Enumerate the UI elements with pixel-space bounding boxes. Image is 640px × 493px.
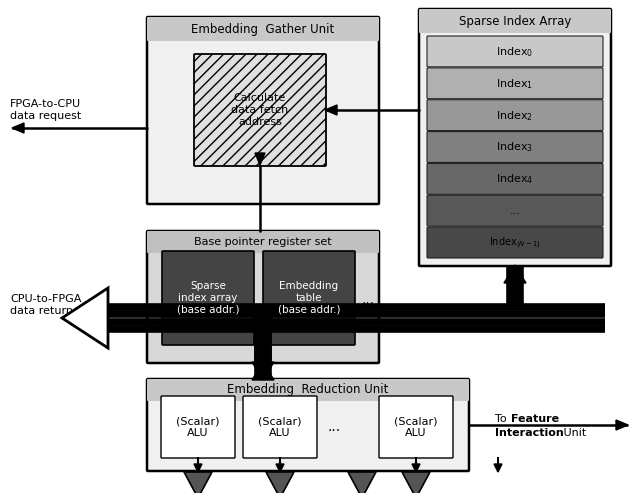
Text: Index$_4$: Index$_4$ [496, 173, 534, 186]
FancyBboxPatch shape [427, 36, 603, 67]
FancyArrow shape [252, 362, 274, 380]
FancyBboxPatch shape [427, 227, 603, 258]
FancyBboxPatch shape [162, 251, 254, 345]
Text: Embedding
table
(base addr.): Embedding table (base addr.) [278, 282, 340, 315]
Polygon shape [184, 472, 212, 493]
Text: ...: ... [362, 293, 374, 307]
FancyBboxPatch shape [147, 231, 379, 363]
Text: Index$_{(N-1)}$: Index$_{(N-1)}$ [489, 235, 541, 251]
FancyArrow shape [616, 420, 628, 430]
FancyBboxPatch shape [147, 379, 469, 471]
FancyBboxPatch shape [243, 396, 317, 458]
FancyArrow shape [494, 464, 502, 472]
FancyArrow shape [276, 464, 284, 472]
FancyBboxPatch shape [147, 17, 379, 41]
Text: CPU-to-FPGA
data return: CPU-to-FPGA data return [10, 294, 81, 316]
FancyBboxPatch shape [161, 396, 235, 458]
Text: Base pointer register set: Base pointer register set [194, 237, 332, 247]
Text: To: To [495, 414, 510, 424]
Text: Index$_3$: Index$_3$ [497, 141, 534, 154]
Text: Index$_2$: Index$_2$ [497, 109, 534, 123]
Text: Sparse Index Array: Sparse Index Array [459, 14, 571, 28]
FancyArrow shape [252, 362, 274, 380]
Text: (Scalar)
ALU: (Scalar) ALU [394, 416, 438, 438]
Text: Embedding  Gather Unit: Embedding Gather Unit [191, 23, 335, 35]
FancyArrow shape [194, 464, 202, 472]
Text: Calculate
data fetch
address: Calculate data fetch address [232, 93, 289, 127]
Text: Feature: Feature [511, 414, 559, 424]
FancyArrow shape [255, 153, 265, 165]
Text: (Scalar)
ALU: (Scalar) ALU [259, 416, 301, 438]
Text: Unit: Unit [560, 428, 586, 438]
Text: Interaction: Interaction [495, 428, 564, 438]
Polygon shape [348, 472, 376, 493]
FancyBboxPatch shape [263, 251, 355, 345]
FancyBboxPatch shape [427, 195, 603, 226]
FancyBboxPatch shape [419, 9, 611, 33]
FancyBboxPatch shape [194, 54, 326, 166]
Text: (Scalar)
ALU: (Scalar) ALU [176, 416, 220, 438]
FancyBboxPatch shape [427, 100, 603, 131]
FancyBboxPatch shape [427, 132, 603, 162]
Text: ...: ... [509, 206, 520, 216]
Polygon shape [402, 472, 430, 493]
FancyBboxPatch shape [147, 17, 379, 204]
Text: ...: ... [328, 420, 340, 434]
Text: Index$_1$: Index$_1$ [497, 77, 534, 91]
FancyBboxPatch shape [419, 9, 611, 266]
Text: Sparse
index array
(base addr.): Sparse index array (base addr.) [177, 282, 239, 315]
FancyBboxPatch shape [379, 396, 453, 458]
FancyBboxPatch shape [147, 231, 379, 253]
FancyArrow shape [325, 105, 337, 115]
FancyArrow shape [412, 464, 420, 472]
Text: FPGA-to-CPU
data request: FPGA-to-CPU data request [10, 99, 81, 121]
FancyArrow shape [12, 123, 24, 133]
Text: Embedding  Reduction Unit: Embedding Reduction Unit [227, 384, 388, 396]
Polygon shape [62, 288, 108, 348]
FancyBboxPatch shape [427, 163, 603, 194]
FancyArrow shape [504, 265, 526, 283]
Polygon shape [266, 472, 294, 493]
Text: Index$_0$: Index$_0$ [497, 45, 534, 59]
FancyBboxPatch shape [147, 379, 469, 401]
FancyBboxPatch shape [427, 68, 603, 99]
